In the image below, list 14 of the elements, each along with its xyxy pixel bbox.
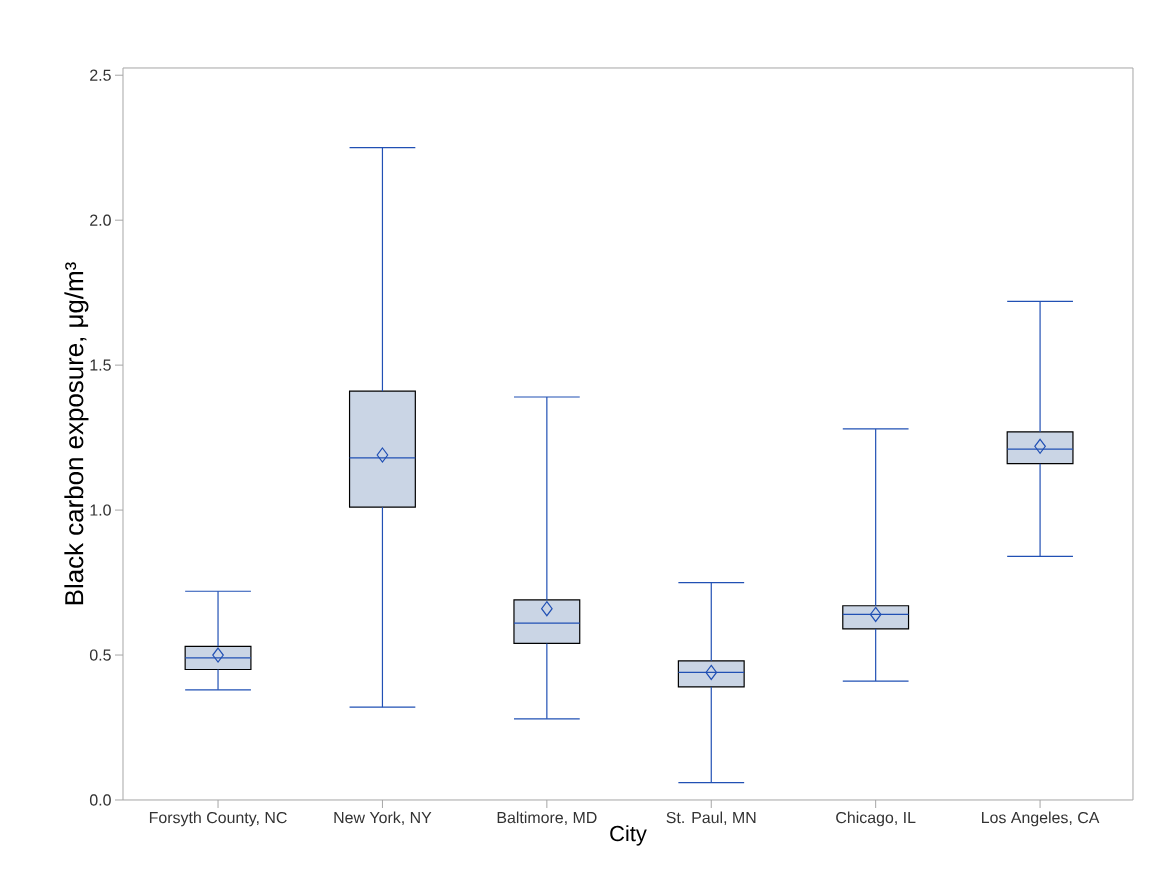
- x-tick-label: New York, NY: [334, 811, 432, 826]
- y-axis-title: Black carbon exposure, μg/m³: [64, 262, 89, 605]
- y-tick-label: 2.0: [90, 214, 111, 226]
- y-tick-label: 1.0: [90, 504, 111, 516]
- x-tick-label: Forsyth County, NC: [149, 811, 287, 827]
- y-tick-label: 0.5: [89, 649, 111, 661]
- y-tick-label: 2.5: [90, 69, 111, 81]
- x-axis-title: City: [610, 825, 647, 846]
- x-tick-label: Los Angeles, CA: [982, 811, 1100, 827]
- x-tick-label: Chicago, IL: [836, 811, 916, 827]
- x-tick-label: St. Paul, MN: [666, 811, 756, 826]
- y-tick-label: 0.0: [89, 794, 111, 806]
- y-tick-label: 1.5: [90, 359, 111, 371]
- x-tick-label: Baltimore, MD: [497, 811, 597, 826]
